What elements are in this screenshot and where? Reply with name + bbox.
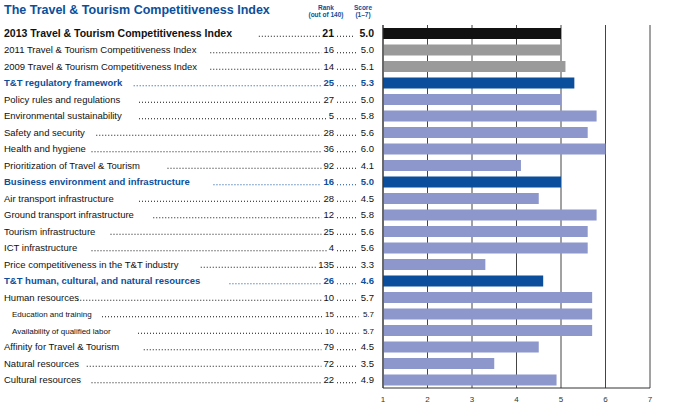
svg-text:22: 22 (323, 374, 334, 385)
svg-text:4.5: 4.5 (361, 341, 374, 352)
svg-text:5: 5 (559, 395, 564, 404)
svg-text:Tourism infrastructure: Tourism infrastructure (8, 226, 95, 237)
svg-text:10: 10 (323, 292, 334, 303)
svg-text:1: 1 (381, 395, 386, 404)
svg-text:4.9: 4.9 (361, 374, 374, 385)
svg-text:5.3: 5.3 (361, 77, 374, 88)
svg-text:5.8: 5.8 (361, 209, 374, 220)
html-text:The Travel & Tourism Competiti: The Travel & Tourism Competitiveness Ind… (4, 3, 270, 17)
svg-text:5.0: 5.0 (361, 44, 374, 55)
svg-text:Education and training: Education and training (12, 310, 92, 319)
svg-text:36: 36 (323, 143, 334, 154)
svg-text:Cultural resources: Cultural resources (8, 374, 81, 385)
svg-text:4.5: 4.5 (361, 193, 374, 204)
svg-text:2013 Travel & Tourism Competit: 2013 Travel & Tourism Competitiveness In… (8, 27, 232, 39)
svg-text:5.0: 5.0 (359, 27, 374, 39)
svg-text:Ground transport infrastructur: Ground transport infrastructure (8, 209, 134, 220)
svg-text:15: 15 (325, 310, 334, 319)
svg-text:5.6: 5.6 (361, 127, 374, 138)
svg-text:72: 72 (323, 358, 334, 369)
svg-text:Availability of qualified labo: Availability of qualified labor (12, 327, 111, 336)
svg-text:4.1: 4.1 (361, 160, 374, 171)
svg-text:6.0: 6.0 (361, 143, 374, 154)
svg-text:5.7: 5.7 (363, 327, 375, 336)
svg-text:2011 Travel & Tourism Competit: 2011 Travel & Tourism Competitiveness In… (8, 44, 197, 55)
svg-text:T&T human, cultural, and natur: T&T human, cultural, and natural resourc… (8, 275, 200, 286)
svg-text:28: 28 (323, 127, 334, 138)
svg-text:T&T regulatory framework: T&T regulatory framework (8, 77, 123, 88)
svg-text:2009 Travel & Tourism Competit: 2009 Travel & Tourism Competitiveness In… (8, 61, 197, 72)
svg-text:Price competitiveness in the T: Price competitiveness in the T&T industr… (8, 259, 179, 270)
html-text:(out of 140): (out of 140) (308, 11, 344, 18)
svg-text:Human resources: Human resources (8, 292, 79, 303)
svg-text:16: 16 (323, 44, 334, 55)
svg-text:6: 6 (603, 395, 608, 404)
svg-text:4: 4 (329, 242, 334, 253)
svg-text:5.8: 5.8 (361, 110, 374, 121)
svg-text:Policy rules and regulations: Policy rules and regulations (8, 94, 120, 105)
svg-text:25: 25 (323, 77, 334, 88)
svg-text:Health and hygiene: Health and hygiene (8, 143, 86, 154)
svg-text:5.6: 5.6 (361, 226, 374, 237)
svg-text:Prioritization of Travel & Tou: Prioritization of Travel & Tourism (8, 160, 140, 171)
svg-text:7: 7 (648, 395, 653, 404)
svg-text:5.7: 5.7 (361, 292, 374, 303)
svg-text:14: 14 (323, 61, 334, 72)
html-text:Rank: Rank (318, 4, 334, 11)
svg-text:16: 16 (323, 176, 334, 187)
svg-text:10: 10 (325, 327, 334, 336)
html-text:Score: Score (354, 4, 372, 11)
svg-text:5.6: 5.6 (361, 242, 374, 253)
svg-text:Air transport infrastructure: Air transport infrastructure (8, 193, 114, 204)
svg-text:79: 79 (323, 341, 334, 352)
svg-text:92: 92 (323, 160, 334, 171)
svg-text:Business environment and infra: Business environment and infrastructure (8, 176, 190, 187)
svg-text:5: 5 (329, 110, 334, 121)
svg-text:4: 4 (514, 395, 519, 404)
svg-text:ICT infrastructure: ICT infrastructure (8, 242, 77, 253)
svg-text:3: 3 (470, 395, 475, 404)
svg-text:Environmental sustainability: Environmental sustainability (8, 110, 122, 121)
svg-text:5.0: 5.0 (361, 176, 374, 187)
svg-text:28: 28 (323, 193, 334, 204)
svg-text:Natural resources: Natural resources (8, 358, 79, 369)
svg-text:25: 25 (323, 226, 334, 237)
svg-text:2: 2 (425, 395, 430, 404)
svg-text:4.6: 4.6 (361, 275, 374, 286)
svg-text:5.0: 5.0 (361, 94, 374, 105)
html-text:(1–7): (1–7) (355, 11, 371, 18)
svg-text:Safety and security: Safety and security (8, 127, 85, 138)
svg-text:21: 21 (322, 27, 334, 39)
svg-text:3.5: 3.5 (361, 358, 374, 369)
svg-text:5.1: 5.1 (361, 61, 374, 72)
svg-text:5.7: 5.7 (363, 310, 375, 319)
svg-text:12: 12 (323, 209, 334, 220)
svg-text:27: 27 (323, 94, 334, 105)
svg-text:26: 26 (323, 275, 334, 286)
svg-text:135: 135 (318, 259, 334, 270)
svg-text:Affinity for Travel & Tourism: Affinity for Travel & Tourism (8, 341, 119, 352)
svg-text:3.3: 3.3 (361, 259, 374, 270)
